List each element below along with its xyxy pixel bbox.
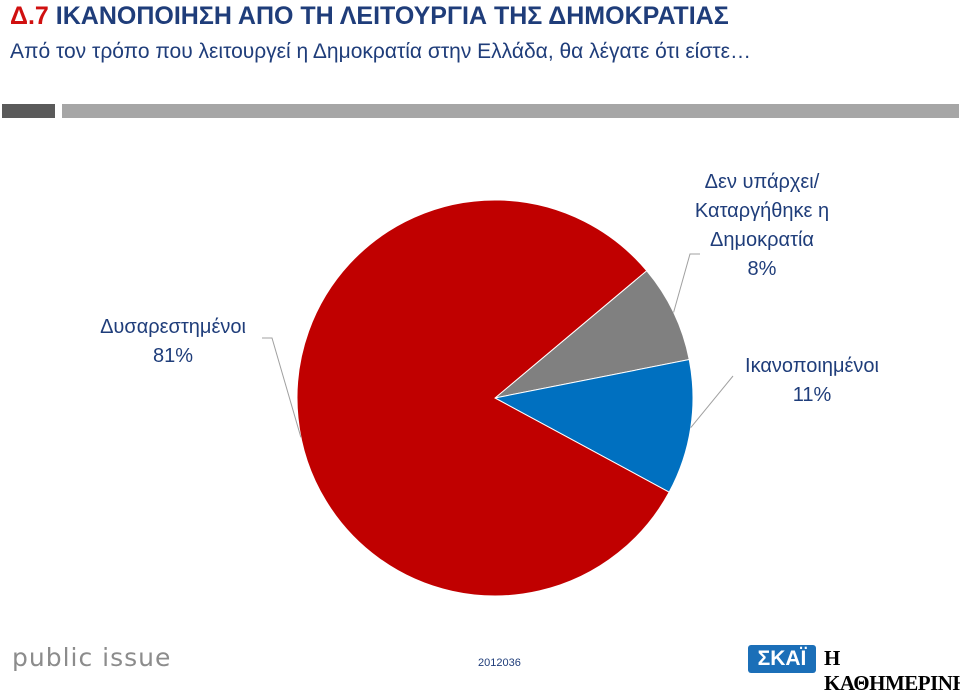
pie-slice-0	[494, 270, 690, 399]
slice-label-2: Δυσαρεστημένοι	[100, 316, 246, 338]
slice-label-1: Ικανοποιημένοι	[745, 355, 879, 377]
page-subtitle: Από τον τρόπο που λειτουργεί η Δημοκρατί…	[10, 40, 751, 63]
leader-line-2	[262, 337, 302, 438]
title-code: Δ.7	[10, 2, 49, 30]
slice-label-0: Δημοκρατία	[710, 229, 814, 251]
slice-value-label-1: 11%	[793, 384, 832, 406]
decor-bar-dark	[2, 104, 55, 118]
leader-line-1	[690, 375, 734, 428]
skai-logo: ΣΚΑΪ	[748, 645, 816, 673]
pie-slice-2	[296, 199, 670, 597]
decor-bar-light	[62, 104, 959, 118]
survey-code: 2012036	[478, 657, 521, 669]
slice-value-label-2: 81%	[153, 345, 193, 367]
title-text: ΙΚΑΝΟΠΟΙΗΣΗ ΑΠΟ ΤΗ ΛΕΙΤΟΥΡΓΙΑ ΤΗΣ ΔΗΜΟΚΡ…	[55, 2, 729, 30]
kathimerini-logo: Η ΚΑΘΗΜΕΡΙΝΗ	[824, 646, 960, 695]
pie-chart: Δεν υπάρχει/Καταργήθηκε η Δημοκρατία 8% Ικα…	[100, 171, 879, 597]
leader-line-0	[673, 253, 700, 313]
pie-slice-1	[493, 358, 694, 493]
slice-label-0: Καταργήθηκε η	[695, 200, 829, 222]
slice-label-0: Δεν υπάρχει/	[705, 171, 820, 193]
public-issue-logo: public issue	[12, 643, 172, 672]
slice-value-label-0: 8%	[748, 258, 777, 280]
page-title: Δ.7 ΙΚΑΝΟΠΟΙΗΣΗ ΑΠΟ ΤΗ ΛΕΙΤΟΥΡΓΙΑ ΤΗΣ ΔΗ…	[10, 2, 729, 31]
